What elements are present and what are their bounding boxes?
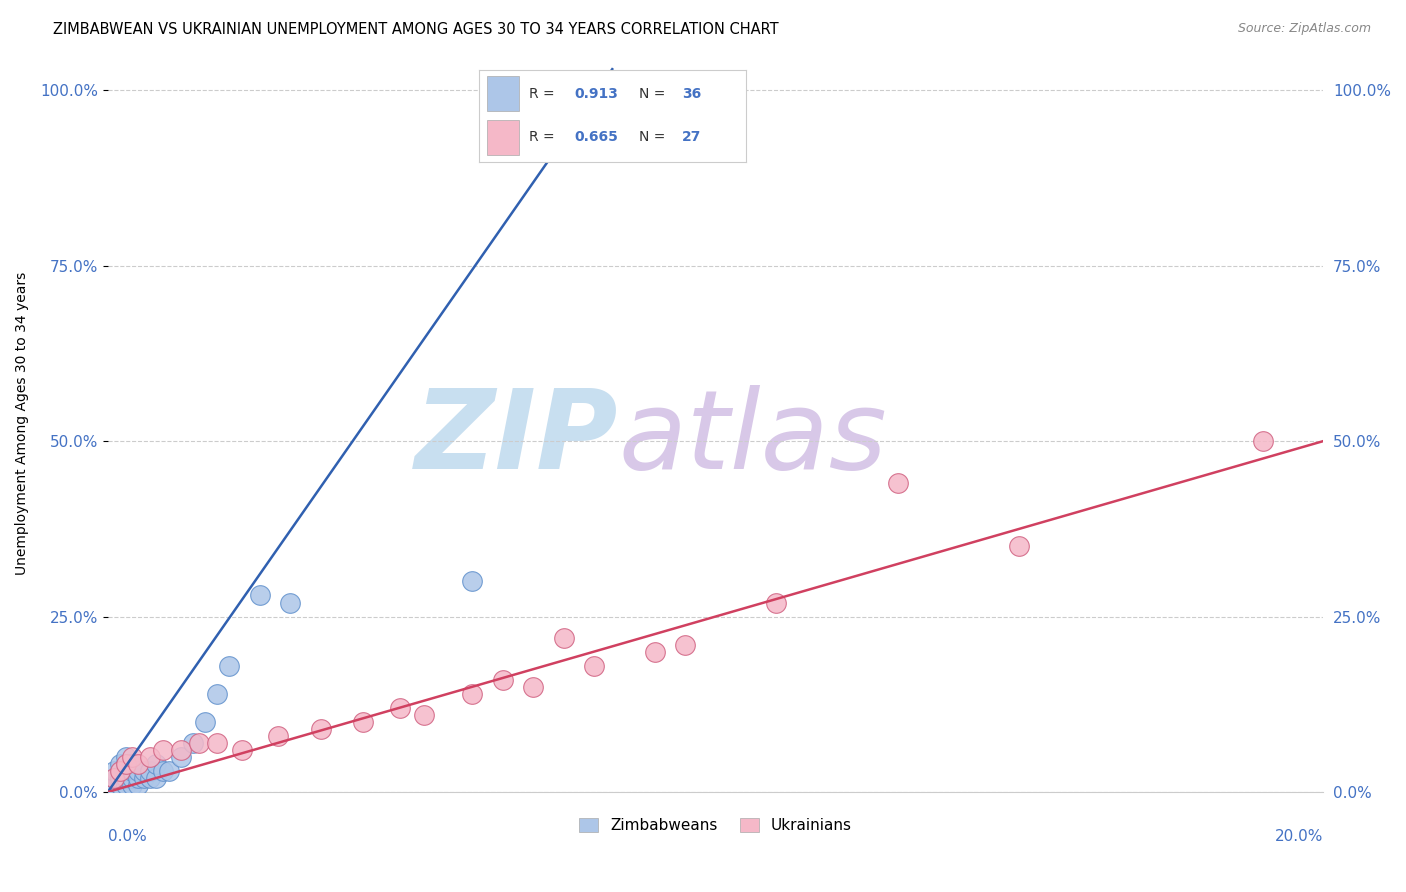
Point xyxy=(127,771,149,785)
Point xyxy=(181,736,204,750)
Point xyxy=(157,764,180,778)
Point xyxy=(115,771,138,785)
Point xyxy=(644,645,666,659)
Point xyxy=(309,722,332,736)
Point xyxy=(103,778,125,792)
Point xyxy=(108,778,131,792)
Point xyxy=(582,658,605,673)
Text: Source: ZipAtlas.com: Source: ZipAtlas.com xyxy=(1237,22,1371,36)
Point xyxy=(121,750,143,764)
Point xyxy=(108,756,131,771)
Text: 20.0%: 20.0% xyxy=(1275,829,1323,844)
Point xyxy=(492,673,515,687)
Point xyxy=(115,778,138,792)
Point xyxy=(170,750,193,764)
Point xyxy=(1251,434,1274,449)
Point xyxy=(115,756,138,771)
Text: atlas: atlas xyxy=(619,384,887,491)
Point xyxy=(765,595,787,609)
Text: ZIMBABWEAN VS UKRAINIAN UNEMPLOYMENT AMONG AGES 30 TO 34 YEARS CORRELATION CHART: ZIMBABWEAN VS UKRAINIAN UNEMPLOYMENT AMO… xyxy=(53,22,779,37)
Point xyxy=(103,771,125,785)
Text: ZIP: ZIP xyxy=(415,384,619,491)
Point xyxy=(388,700,411,714)
Point xyxy=(461,687,484,701)
Point xyxy=(152,743,174,757)
Legend: Zimbabweans, Ukrainians: Zimbabweans, Ukrainians xyxy=(574,813,858,839)
Point xyxy=(108,764,131,778)
Point xyxy=(231,743,253,757)
Point xyxy=(134,771,156,785)
Point xyxy=(121,756,143,771)
Point xyxy=(553,631,575,645)
Point xyxy=(108,771,131,785)
Point xyxy=(127,764,149,778)
Point xyxy=(127,778,149,792)
Point xyxy=(278,595,301,609)
Point xyxy=(170,743,193,757)
Point xyxy=(412,707,434,722)
Point xyxy=(205,687,228,701)
Point xyxy=(121,764,143,778)
Point xyxy=(139,764,162,778)
Point xyxy=(103,771,125,785)
Point xyxy=(887,476,910,491)
Point xyxy=(121,771,143,785)
Point xyxy=(145,756,167,771)
Point xyxy=(152,764,174,778)
Point xyxy=(115,756,138,771)
Point xyxy=(205,736,228,750)
Point xyxy=(1008,540,1031,554)
Point xyxy=(145,771,167,785)
Point xyxy=(267,729,290,743)
Point xyxy=(108,764,131,778)
Point xyxy=(673,638,696,652)
Text: 0.0%: 0.0% xyxy=(108,829,146,844)
Point xyxy=(249,589,271,603)
Point xyxy=(139,750,162,764)
Point xyxy=(115,750,138,764)
Point xyxy=(522,680,544,694)
Point xyxy=(115,764,138,778)
Point xyxy=(127,756,149,771)
Point xyxy=(103,764,125,778)
Y-axis label: Unemployment Among Ages 30 to 34 years: Unemployment Among Ages 30 to 34 years xyxy=(15,272,30,575)
Point xyxy=(188,736,211,750)
Point xyxy=(461,574,484,589)
Point xyxy=(134,764,156,778)
Point xyxy=(194,714,217,729)
Point xyxy=(352,714,374,729)
Point xyxy=(582,83,605,97)
Point xyxy=(121,778,143,792)
Point xyxy=(218,658,240,673)
Point xyxy=(139,771,162,785)
